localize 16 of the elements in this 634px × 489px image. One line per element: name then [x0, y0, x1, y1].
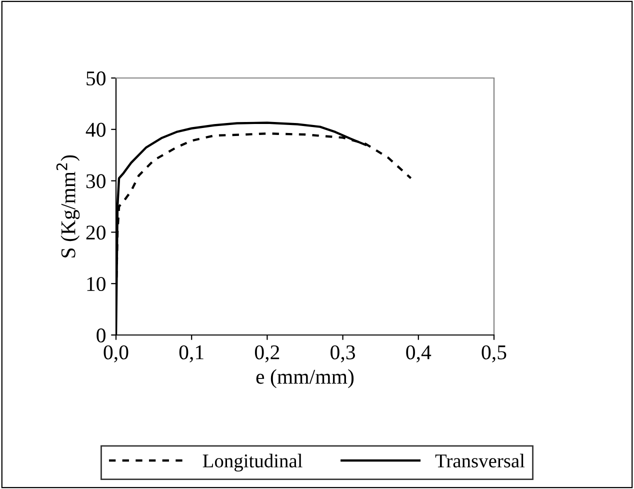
y-tick-label: 50: [86, 71, 106, 86]
y-tick-label: 40: [86, 122, 106, 137]
x-tick-label: 0,4: [406, 345, 432, 362]
legend-label: Longitudinal: [202, 454, 302, 472]
x-tick-label: 0,0: [104, 345, 128, 362]
y-tick-label: 0: [96, 328, 106, 342]
y-tick-label: 30: [86, 174, 106, 188]
legend-label: Transversal: [435, 454, 525, 468]
x-tick-label: 0,2: [254, 345, 280, 362]
y-axis-title: S (Kg/mm$^{2}$): [56, 155, 80, 258]
x-tick-label: 0,5: [482, 345, 506, 362]
x-axis-title: e (mm/mm): [256, 369, 354, 388]
y-tick-label: 20: [86, 226, 106, 240]
x-tick-label: 0,1: [179, 345, 204, 362]
x-tick-label: 0,3: [330, 345, 356, 362]
y-tick-label: 10: [87, 276, 106, 292]
